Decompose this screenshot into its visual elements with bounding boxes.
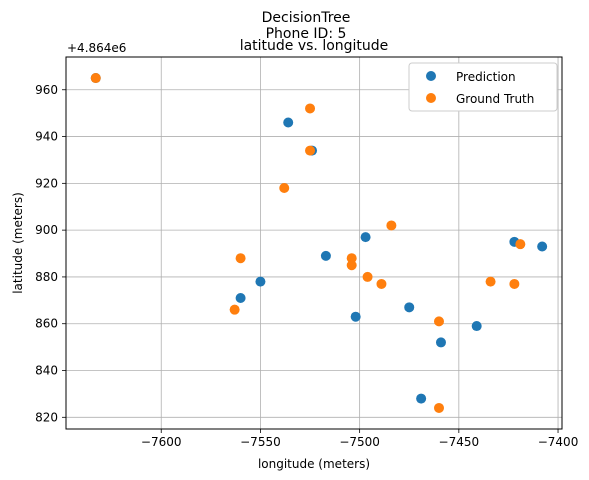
x-tick-label: −7500 — [339, 435, 380, 449]
point-ground-truth — [346, 260, 357, 271]
y-axis-label: latitude (meters) — [11, 192, 25, 294]
y-tick-label: 860 — [35, 317, 58, 331]
axis-ticks: −7600 −7550 −7500 −7450 −7400 820 840 860 880 900… — [35, 83, 578, 449]
point-ground-truth — [485, 276, 496, 287]
point-ground-truth — [433, 402, 444, 413]
point-ground-truth — [235, 253, 246, 264]
point-prediction — [537, 241, 548, 252]
point-prediction — [435, 337, 446, 348]
legend: Prediction Ground Truth — [408, 62, 558, 112]
point-ground-truth — [90, 73, 101, 84]
x-tick-label: −7450 — [439, 435, 480, 449]
data-points — [90, 73, 548, 413]
point-ground-truth — [346, 253, 357, 264]
point-prediction — [320, 250, 331, 261]
y-tick-label: 920 — [35, 176, 58, 190]
point-prediction — [360, 232, 371, 243]
legend-label-prediction: Prediction — [456, 70, 516, 84]
plot-area-frame — [65, 56, 563, 430]
point-ground-truth — [305, 103, 316, 114]
point-prediction — [255, 276, 266, 287]
legend-marker-prediction — [426, 71, 436, 81]
chart-title-line-1: DecisionTree — [262, 10, 351, 26]
x-tick-label: −7600 — [141, 435, 182, 449]
point-ground-truth — [279, 183, 290, 194]
point-ground-truth — [386, 220, 397, 231]
x-axis-label: longitude (meters) — [258, 457, 370, 471]
point-ground-truth — [509, 278, 520, 289]
chart-title-line-2: Phone ID: 5 — [266, 26, 347, 42]
legend-marker-ground-truth — [426, 93, 436, 103]
point-prediction — [404, 302, 415, 313]
y-tick-label: 880 — [35, 270, 58, 284]
point-ground-truth — [229, 304, 240, 315]
point-ground-truth — [515, 239, 526, 250]
x-tick-label: −7550 — [240, 435, 281, 449]
point-prediction — [350, 311, 361, 322]
point-ground-truth — [433, 316, 444, 327]
point-prediction — [283, 117, 294, 128]
point-prediction — [471, 321, 482, 332]
y-tick-label: 900 — [35, 223, 58, 237]
point-prediction — [235, 292, 246, 303]
point-ground-truth — [376, 278, 387, 289]
y-tick-label: 960 — [35, 83, 58, 97]
legend-box — [408, 62, 558, 112]
chart-title-line-3: latitude vs. longitude — [240, 38, 389, 54]
legend-label-ground-truth: Ground Truth — [456, 92, 534, 106]
point-ground-truth — [305, 145, 316, 156]
y-tick-label: 940 — [35, 130, 58, 144]
y-offset-label: +4.864e6 — [67, 41, 126, 55]
y-tick-label: 820 — [35, 410, 58, 424]
point-ground-truth — [362, 271, 373, 282]
point-prediction — [416, 393, 427, 404]
y-tick-label: 840 — [35, 364, 58, 378]
x-tick-label: −7400 — [538, 435, 579, 449]
